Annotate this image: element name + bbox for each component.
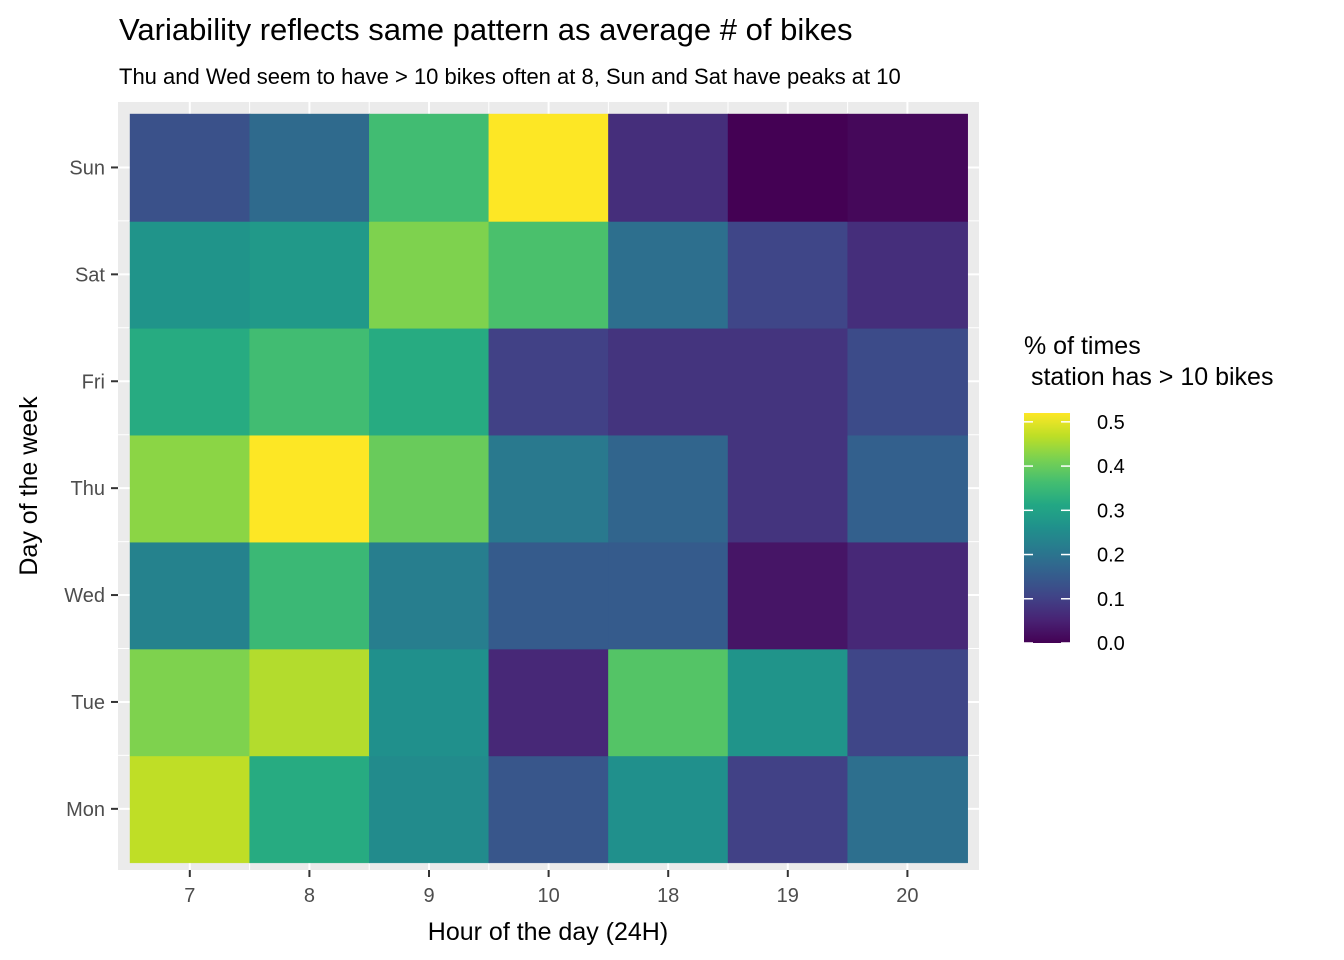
heatmap-cell-wed-10 (488, 541, 610, 650)
heatmap-cell-tue-19 (727, 648, 849, 757)
heatmap-cell-mon-9 (369, 755, 490, 864)
heatmap-cell-sun-18 (608, 113, 729, 222)
heatmap-cell-wed-20 (847, 541, 968, 650)
x-tick-label: 18 (657, 885, 679, 907)
legend-tick-label: 0.2 (1097, 545, 1125, 567)
heatmap-cell-sat-19 (727, 220, 849, 329)
heatmap-cell-mon-8 (249, 755, 371, 864)
y-tick-label: Mon (66, 799, 105, 821)
heatmap-cell-thu-7 (129, 434, 251, 543)
heatmap-cell-sat-9 (369, 220, 490, 329)
heatmap-cells (129, 113, 968, 864)
heatmap-cell-sat-10 (488, 220, 610, 329)
heatmap-cell-sun-10 (488, 113, 610, 222)
y-axis: Mon Tue Wed Thu Fri Sat Sun (64, 157, 118, 821)
heatmap-cell-fri-9 (369, 327, 490, 436)
heatmap-cell-wed-7 (129, 541, 251, 650)
heatmap-cell-sun-9 (369, 113, 490, 222)
chart-title: Variability reflects same pattern as ave… (119, 12, 852, 47)
y-axis-title: Day of the week (15, 396, 43, 576)
heatmap-cell-tue-9 (369, 648, 490, 757)
legend-tick-label: 0.0 (1097, 633, 1125, 655)
heatmap-cell-wed-8 (249, 541, 371, 650)
heatmap-cell-tue-20 (847, 648, 968, 757)
heatmap-cell-sat-18 (608, 220, 729, 329)
heatmap-cell-sun-19 (727, 113, 849, 222)
heatmap-cell-fri-10 (488, 327, 610, 436)
heatmap-cell-thu-9 (369, 434, 490, 543)
x-tick-label: 9 (423, 885, 434, 907)
heatmap-cell-sat-7 (129, 220, 251, 329)
x-tick-label: 8 (304, 885, 315, 907)
x-tick-label: 20 (896, 885, 918, 907)
heatmap-cell-mon-18 (608, 755, 729, 864)
legend-colorbar (1024, 413, 1070, 643)
heatmap-cell-sun-20 (847, 113, 968, 222)
heatmap-cell-fri-8 (249, 327, 371, 436)
legend-title: % of times station has > 10 bikes (1024, 332, 1273, 391)
legend-ticks: 0.0 0.1 0.2 0.3 0.4 0.5 (1024, 412, 1125, 655)
heatmap-cell-wed-18 (608, 541, 729, 650)
heatmap-cell-thu-10 (488, 434, 610, 543)
color-legend: % of times station has > 10 bikes 0.0 0.1… (1024, 332, 1273, 655)
heatmap-cell-mon-7 (129, 755, 251, 864)
heatmap-cell-thu-8 (249, 434, 371, 543)
heatmap-cell-thu-19 (727, 434, 849, 543)
legend-tick-label: 0.4 (1097, 456, 1125, 478)
heatmap-cell-fri-18 (608, 327, 729, 436)
heatmap-cell-tue-8 (249, 648, 371, 757)
heatmap-cell-sun-8 (249, 113, 371, 222)
legend-title-line: % of times (1024, 332, 1141, 360)
heatmap-cell-sun-7 (129, 113, 251, 222)
y-tick-label: Sun (69, 157, 105, 179)
y-tick-label: Wed (64, 585, 105, 607)
x-axis-title: Hour of the day (24H) (428, 918, 668, 946)
legend-tick-label: 0.3 (1097, 500, 1125, 522)
heatmap-cell-tue-18 (608, 648, 729, 757)
heatmap-cell-tue-7 (129, 648, 251, 757)
x-tick-label: 19 (777, 885, 799, 907)
legend-tick-label: 0.1 (1097, 589, 1125, 611)
heatmap-cell-fri-19 (727, 327, 849, 436)
heatmap-cell-fri-20 (847, 327, 968, 436)
heatmap-cell-thu-20 (847, 434, 968, 543)
y-tick-label: Sat (75, 264, 105, 286)
y-tick-label: Tue (71, 692, 105, 714)
heatmap-cell-thu-18 (608, 434, 729, 543)
heatmap-cell-mon-19 (727, 755, 849, 864)
x-tick-label: 10 (537, 885, 559, 907)
heatmap-cell-tue-10 (488, 648, 610, 757)
heatmap-cell-mon-10 (488, 755, 610, 864)
y-tick-label: Thu (71, 478, 105, 500)
heatmap-cell-wed-19 (727, 541, 849, 650)
heatmap-cell-fri-7 (129, 327, 251, 436)
x-axis: 7 8 9 10 18 19 20 (184, 870, 919, 907)
heatmap-cell-sat-8 (249, 220, 371, 329)
x-tick-label: 7 (184, 885, 195, 907)
heatmap-cell-wed-9 (369, 541, 490, 650)
chart-subtitle: Thu and Wed seem to have > 10 bikes ofte… (119, 64, 901, 89)
legend-tick-label: 0.5 (1097, 412, 1125, 434)
legend-title-line: station has > 10 bikes (1024, 363, 1273, 391)
heatmap-cell-sat-20 (847, 220, 968, 329)
y-tick-label: Fri (82, 371, 105, 393)
heatmap-cell-mon-20 (847, 755, 968, 864)
